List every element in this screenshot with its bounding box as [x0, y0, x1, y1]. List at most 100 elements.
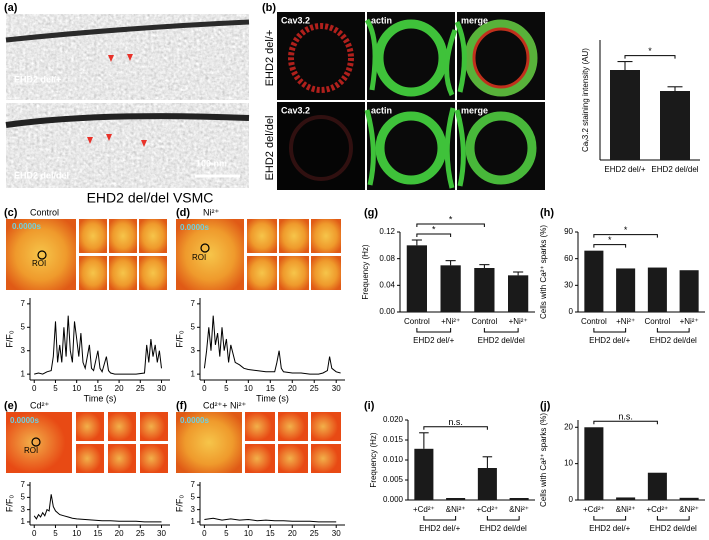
x-tick-label: Control	[404, 317, 430, 326]
bar	[679, 270, 699, 312]
membrane	[5, 19, 250, 43]
x-tick-label: 25	[310, 384, 319, 393]
y-tick-label: 0.005	[383, 475, 404, 484]
significance-label: n.s.	[618, 412, 633, 422]
x-tick-label: 15	[93, 384, 102, 393]
condition: Cd²⁺	[30, 400, 50, 410]
x-tick-label: 15	[266, 384, 275, 393]
panel-label: (i)	[364, 400, 375, 412]
y-axis-label: Frequency (Hz)	[369, 432, 378, 487]
y-axis-label: F/F₀	[4, 495, 14, 512]
group-label: EHD2 del/del	[650, 336, 697, 345]
y-tick-label: 0.015	[383, 435, 404, 444]
group-label: EHD2 del/+	[413, 336, 454, 345]
x-tick-label: 15	[266, 529, 275, 538]
group-bracket	[486, 516, 520, 521]
imaging-e: (e) Cd²⁺ 0.0000s ROI	[4, 400, 168, 473]
bar	[406, 245, 427, 312]
y-axis-label: F/F₀	[174, 495, 184, 512]
x-tick-label: 20	[115, 529, 124, 538]
x-tick-label: 20	[115, 384, 124, 393]
y-tick-label: 3	[191, 346, 196, 355]
bar	[584, 250, 604, 312]
panel-label: (c)	[4, 207, 18, 219]
scale-bar-label: 100 nm	[196, 158, 227, 168]
group-bracket	[593, 516, 627, 521]
group-label: EHD2 del/del	[480, 524, 527, 533]
bar	[647, 267, 667, 312]
condition: Control	[30, 207, 59, 217]
group-bracket	[656, 516, 690, 521]
bar	[414, 448, 434, 500]
x-tick-label: &Ni²⁺	[679, 505, 699, 514]
y-axis-label: Frequency (Hz)	[361, 244, 370, 299]
channel-label: merge	[461, 15, 488, 25]
significance-label: *	[608, 235, 612, 245]
x-tick-label: +Ni²⁺	[616, 317, 635, 326]
x-tick-label: 0	[32, 529, 37, 538]
y-tick-label: 1	[191, 517, 196, 526]
bar	[440, 265, 461, 312]
x-tick-label: 0	[202, 384, 207, 393]
image-caption: EHD2 del/+	[14, 74, 61, 84]
y-tick-label: 1	[21, 369, 26, 378]
bar	[508, 275, 529, 312]
panel-label: (b)	[262, 2, 276, 14]
roi-label: ROI	[192, 253, 206, 262]
timestamp: 0.0000s	[12, 222, 41, 231]
significance-label: *	[432, 224, 436, 234]
x-tick-label: Control	[471, 317, 497, 326]
y-tick-label: 0.000	[383, 495, 404, 504]
y-tick-label: 3	[21, 505, 26, 514]
x-tick-label: 5	[53, 529, 58, 538]
y-tick-label: 0.00	[379, 307, 395, 316]
y-tick-label: 0.04	[379, 280, 395, 289]
imaging-f: (f) Cd²⁺+ Ni²⁺ 0.0000s	[176, 400, 341, 473]
trace	[34, 315, 162, 375]
timestamp: 0.0000s	[180, 416, 209, 425]
significance-label: *	[449, 214, 453, 224]
image-caption: EHD2 del/del	[14, 170, 69, 180]
x-tick-label: 10	[244, 384, 253, 393]
y-tick-label: 5	[21, 492, 26, 501]
bar	[584, 427, 604, 500]
bar	[616, 497, 636, 500]
y-tick-label: 90	[564, 227, 573, 236]
arrows	[87, 54, 147, 147]
y-axis-label: F/F₀	[174, 330, 184, 347]
group-bracket	[416, 328, 452, 333]
condition: Ni²⁺	[203, 207, 219, 217]
y-tick-label: 7	[191, 480, 196, 489]
significance-bracket	[423, 426, 488, 430]
y-tick-label: 7	[21, 299, 26, 308]
significance-label: *	[624, 225, 628, 235]
panel-label: (j)	[540, 400, 551, 412]
x-tick-label: +Cd²⁺	[413, 505, 435, 514]
x-axis-label: Time (s)	[84, 393, 117, 403]
panel-label: (e)	[4, 400, 18, 412]
panel-label: (h)	[540, 207, 554, 219]
significance-bracket	[416, 223, 485, 227]
x-tick-label: +Ni²⁺	[509, 317, 528, 326]
y-axis-label: Cells with Ca²⁺ sparks (%)	[539, 225, 548, 319]
channel-label: Cav3.2	[281, 15, 310, 25]
x-tick-label: 5	[224, 384, 229, 393]
membrane	[5, 113, 250, 128]
x-tick-label: 15	[93, 529, 102, 538]
significance-bracket	[624, 55, 676, 59]
x-tick-label: 30	[332, 529, 341, 538]
x-tick-label: 10	[244, 529, 253, 538]
bar	[509, 498, 529, 500]
x-tick-label: 5	[53, 384, 58, 393]
x-tick-label: 20	[288, 384, 297, 393]
x-tick-label: 0	[32, 384, 37, 393]
x-tick-label: &Ni²⁺	[616, 505, 636, 514]
x-tick-label: Control	[581, 317, 607, 326]
x-tick-label: 10	[72, 384, 81, 393]
y-tick-label: 3	[191, 505, 196, 514]
x-tick-label: 10	[72, 529, 81, 538]
timestamp: 0.0000s	[180, 223, 209, 232]
y-tick-label: 5	[191, 322, 196, 331]
roi-label: ROI	[32, 259, 46, 268]
